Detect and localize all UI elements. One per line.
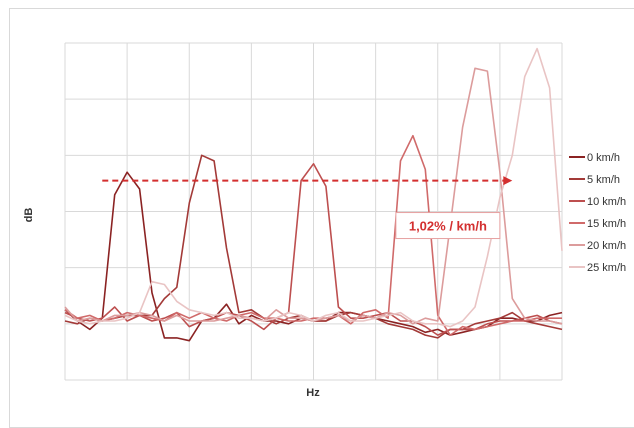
series-line-3: [64, 134, 562, 336]
annotation-arrow-head: [503, 176, 513, 186]
legend-label-5: 25 km/h: [587, 262, 626, 274]
line-chart: 1,02% / km/h dB Hz 0 km/h 5 km/h 10 km/h 15…: [23, 42, 626, 399]
y-axis-title: dB: [23, 208, 35, 223]
legend: 0 km/h 5 km/h 10 km/h 15 km/h 20 km/h 25 km/h: [569, 152, 626, 274]
series-line-2: [64, 163, 563, 336]
legend-label-0: 0 km/h: [587, 152, 620, 164]
gridlines: [64, 42, 563, 381]
legend-label-2: 10 km/h: [587, 196, 626, 208]
annotation: 1,02% / km/h: [102, 176, 513, 240]
annotation-box: [395, 212, 501, 240]
x-axis-title: Hz: [306, 387, 320, 399]
annotation-label: 1,02% / km/h: [409, 219, 487, 234]
series-lines: [64, 47, 563, 342]
legend-label-4: 20 km/h: [587, 240, 626, 252]
legend-label-3: 15 km/h: [587, 218, 626, 230]
series-line-5: [64, 47, 563, 328]
legend-label-1: 5 km/h: [587, 174, 620, 186]
